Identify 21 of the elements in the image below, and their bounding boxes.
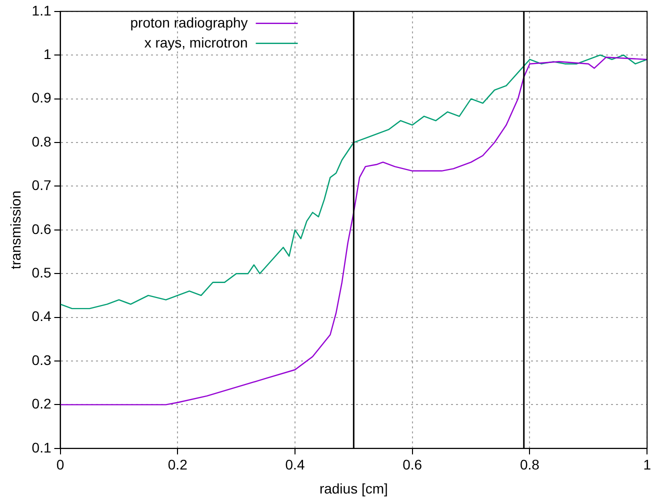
y-tick-label: 0.4 <box>32 308 52 324</box>
y-tick-label: 0.6 <box>32 220 52 237</box>
x-tick-label: 0.2 <box>168 456 188 473</box>
legend-label: x rays, microtron <box>144 34 248 50</box>
x-tick-label: 0.8 <box>520 456 540 473</box>
y-tick-label: 0.7 <box>32 177 52 194</box>
y-tick-label: 0.8 <box>32 133 52 150</box>
y-tick-label: 0.1 <box>32 439 52 456</box>
x-tick-label: 0.6 <box>402 456 422 473</box>
y-tick-label: 0.5 <box>32 264 52 280</box>
y-tick-label: 0.2 <box>32 396 52 412</box>
y-tick-label: 1.1 <box>32 2 52 18</box>
x-tick-label: 0 <box>56 456 64 473</box>
x-tick-label: 1 <box>643 456 652 473</box>
legend-label: proton radiography <box>130 14 248 30</box>
y-tick-label: 1 <box>43 46 52 62</box>
x-axis-title: radius [cm] <box>319 480 388 496</box>
y-tick-label: 0.3 <box>32 352 52 368</box>
x-tick-label: 0.4 <box>285 456 305 473</box>
y-tick-label: 0.9 <box>32 90 52 106</box>
y-axis-title: transmission <box>7 190 24 270</box>
